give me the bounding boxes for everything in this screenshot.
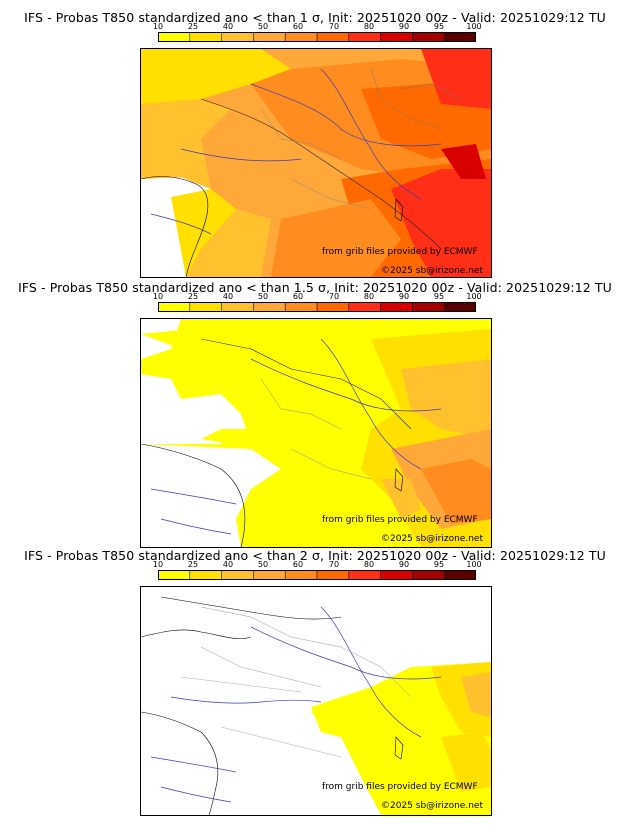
legend-swatch	[221, 302, 254, 312]
probability-map	[140, 318, 492, 548]
color-legend	[158, 32, 476, 42]
legend-tick: 90	[398, 292, 410, 301]
legend-swatch	[221, 32, 254, 42]
legend-tick: 10	[152, 560, 164, 569]
legend-labels: 10 25 40 50 60 70 80 90 95 100	[153, 291, 482, 302]
legend-tick: 60	[292, 292, 304, 301]
panel-title: IFS - Probas T850 standardized ano < tha…	[24, 548, 606, 563]
legend-tick: 100	[466, 292, 482, 301]
legend-swatch	[348, 302, 381, 312]
legend-swatch	[380, 32, 413, 42]
legend-swatch	[285, 302, 318, 312]
legend-swatch	[189, 302, 222, 312]
legend-tick: 10	[152, 292, 164, 301]
data-credit: from grib files provided by ECMWF	[322, 782, 478, 792]
legend-swatch	[317, 302, 350, 312]
legend-swatch	[253, 32, 286, 42]
legend-tick: 95	[433, 560, 445, 569]
legend-swatch	[380, 302, 413, 312]
legend-labels: 10 25 40 50 60 70 80 90 95 100	[153, 559, 482, 570]
legend-swatch	[253, 570, 286, 580]
legend-swatch	[444, 32, 476, 42]
legend-tick: 90	[398, 560, 410, 569]
legend-swatch	[158, 32, 191, 42]
legend-tick: 70	[328, 292, 340, 301]
legend-labels: 10 25 40 50 60 70 80 90 95 100	[153, 21, 482, 32]
legend-swatch	[412, 302, 445, 312]
data-credit: from grib files provided by ECMWF	[322, 515, 478, 525]
legend-swatch	[189, 32, 222, 42]
color-legend	[158, 570, 476, 580]
legend-tick: 25	[187, 292, 199, 301]
legend-swatch	[348, 570, 381, 580]
copyright: ©2025 sb@irizone.net	[381, 801, 483, 811]
data-credit: from grib files provided by ECMWF	[322, 247, 478, 257]
legend-tick: 95	[433, 22, 445, 31]
legend-tick: 50	[257, 292, 269, 301]
legend-swatch	[380, 570, 413, 580]
copyright: ©2025 sb@irizone.net	[381, 266, 483, 276]
legend-swatch	[253, 302, 286, 312]
legend-swatch	[444, 302, 476, 312]
legend-tick: 50	[257, 22, 269, 31]
legend-tick: 40	[222, 292, 234, 301]
legend-tick: 60	[292, 560, 304, 569]
legend-tick: 70	[328, 22, 340, 31]
legend-swatch	[317, 32, 350, 42]
legend-swatch	[444, 570, 476, 580]
legend-tick: 80	[363, 560, 375, 569]
legend-swatch	[221, 570, 254, 580]
legend-tick: 80	[363, 292, 375, 301]
forecast-panel-1: IFS - Probas T850 standardized ano < tha…	[0, 10, 630, 280]
legend-swatch	[285, 570, 318, 580]
legend-tick: 80	[363, 22, 375, 31]
legend-tick: 40	[222, 22, 234, 31]
legend-swatch	[158, 302, 191, 312]
legend-tick: 25	[187, 560, 199, 569]
panel-title: IFS - Probas T850 standardized ano < tha…	[24, 10, 606, 25]
legend-tick: 95	[433, 292, 445, 301]
legend-swatch	[412, 570, 445, 580]
legend-swatch	[317, 570, 350, 580]
legend-tick: 25	[187, 22, 199, 31]
legend-swatch	[412, 32, 445, 42]
forecast-panel-2: IFS - Probas T850 standardized ano < tha…	[0, 280, 630, 550]
legend-tick: 10	[152, 22, 164, 31]
probability-map	[140, 48, 492, 278]
legend-swatch	[158, 570, 191, 580]
panel-title: IFS - Probas T850 standardized ano < tha…	[18, 280, 612, 295]
legend-tick: 60	[292, 22, 304, 31]
legend-tick: 100	[466, 22, 482, 31]
probability-map	[140, 586, 492, 816]
legend-tick: 40	[222, 560, 234, 569]
legend-swatch	[285, 32, 318, 42]
legend-tick: 50	[257, 560, 269, 569]
color-legend	[158, 302, 476, 312]
legend-tick: 90	[398, 22, 410, 31]
forecast-panel-3: IFS - Probas T850 standardized ano < tha…	[0, 548, 630, 818]
legend-swatch	[348, 32, 381, 42]
legend-swatch	[189, 570, 222, 580]
legend-tick: 100	[466, 560, 482, 569]
copyright: ©2025 sb@irizone.net	[381, 534, 483, 544]
legend-tick: 70	[328, 560, 340, 569]
